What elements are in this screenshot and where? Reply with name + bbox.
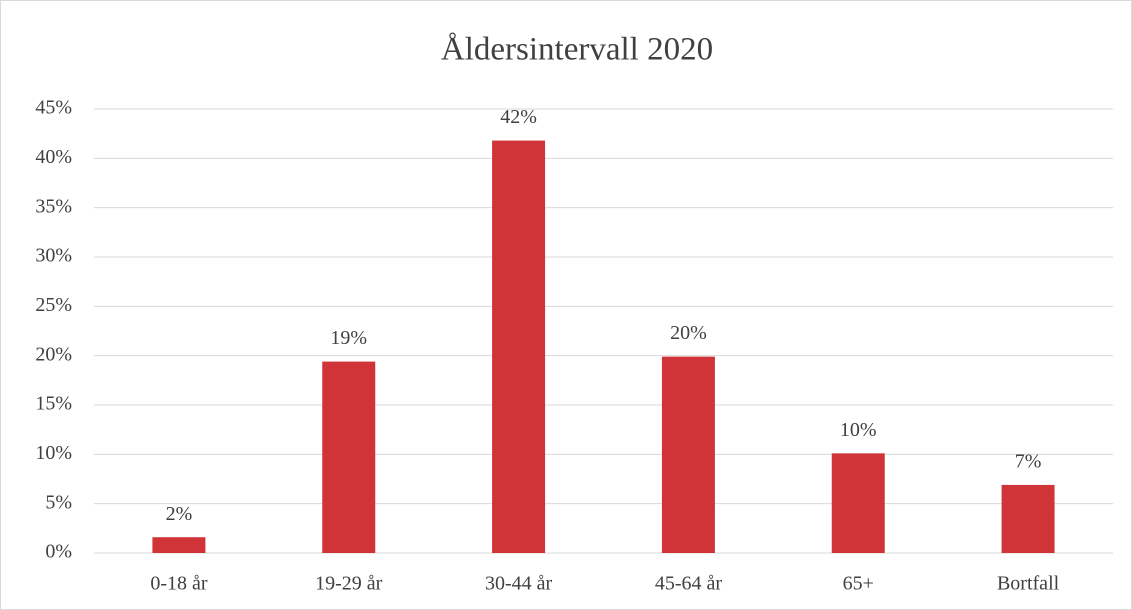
x-tick-label: 0-18 år <box>150 573 208 595</box>
x-tick-label: Bortfall <box>997 573 1060 595</box>
data-label: 7% <box>1015 451 1042 473</box>
y-tick-label: 0% <box>45 541 72 563</box>
x-tick-label: 19-29 år <box>315 573 383 595</box>
y-tick-label: 30% <box>35 245 72 267</box>
bar <box>831 453 885 553</box>
bar <box>322 361 376 553</box>
y-tick-label: 10% <box>35 442 72 464</box>
x-tick-label: 30-44 år <box>485 573 553 595</box>
y-tick-label: 25% <box>35 294 72 316</box>
x-tick-label: 65+ <box>843 573 874 595</box>
y-tick-label: 40% <box>35 146 72 168</box>
data-label: 10% <box>840 419 877 441</box>
data-label: 2% <box>166 503 193 525</box>
data-label: 19% <box>330 327 367 349</box>
y-tick-label: 20% <box>35 343 72 365</box>
bar <box>152 537 206 553</box>
bar <box>661 356 715 553</box>
bar <box>1001 484 1055 553</box>
y-tick-label: 45% <box>35 97 72 119</box>
y-tick-label: 35% <box>35 195 72 217</box>
x-tick-label: 45-64 år <box>655 573 723 595</box>
y-tick-label: 15% <box>35 393 72 415</box>
bar <box>492 140 546 553</box>
data-label: 20% <box>670 322 707 344</box>
y-tick-label: 5% <box>45 491 72 513</box>
chart-title: Åldersintervall 2020 <box>441 31 713 68</box>
data-label: 42% <box>500 106 537 128</box>
